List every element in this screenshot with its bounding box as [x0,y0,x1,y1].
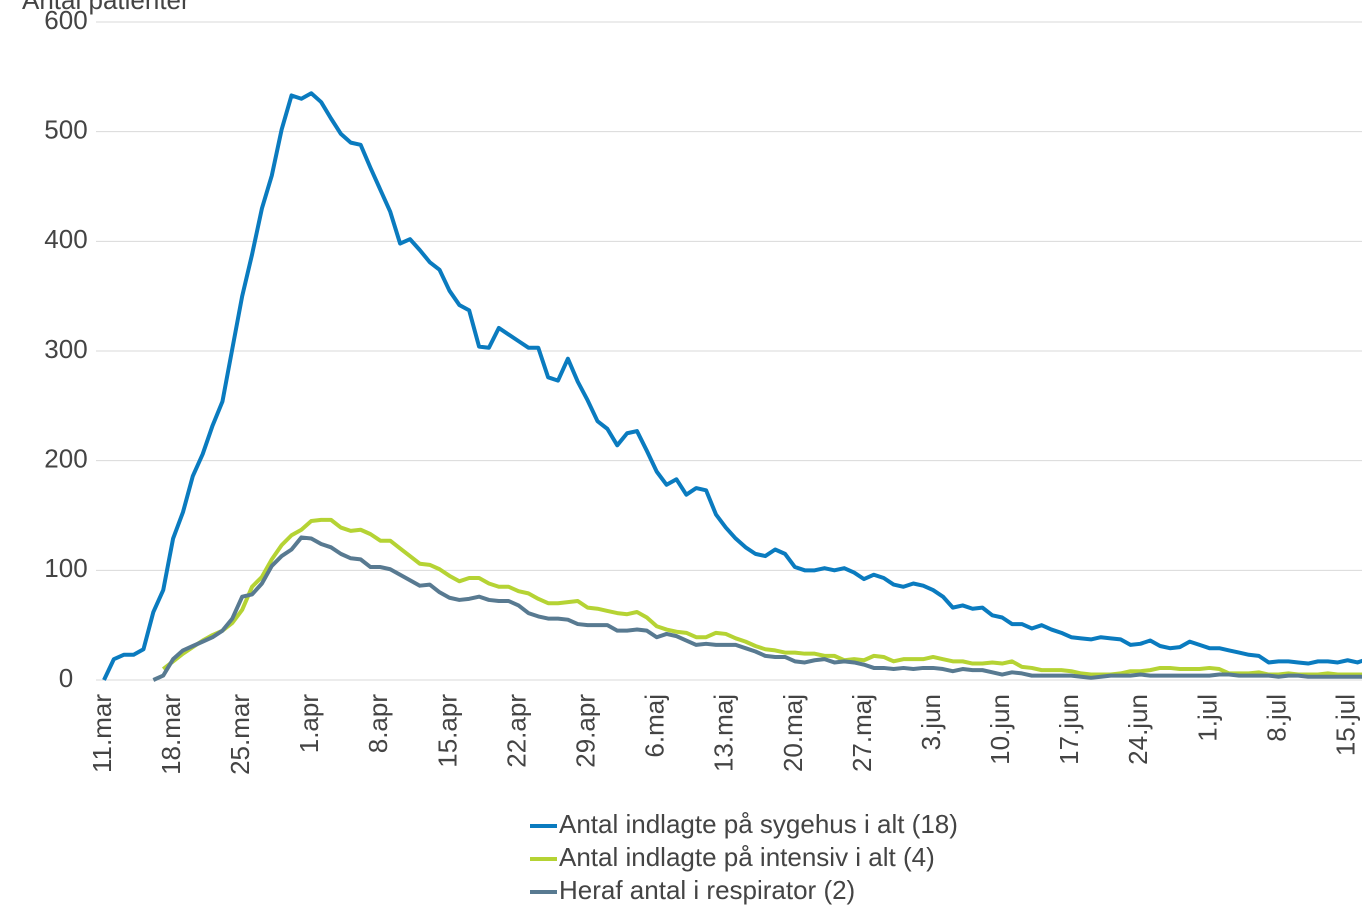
x-tick-label: 3.jun [916,694,946,750]
x-tick-label: 24.jun [1123,694,1153,765]
x-tick-label: 27.maj [847,694,877,772]
legend-label: Antal indlagte på sygehus i alt (18) [559,809,958,839]
series-line [161,517,1362,677]
x-tick-label: 1.jul [1192,694,1222,742]
x-tick-label: 15.apr [432,694,462,768]
series-line [152,535,1362,682]
x-tick-label: 6.maj [640,694,670,758]
x-tick-label: 20.maj [778,694,808,772]
series-line [102,91,1362,681]
x-tick-label: 25.mar [225,694,255,775]
x-tick-label: 15.jul [1330,694,1360,756]
y-axis-label: Antal patienter [22,0,190,15]
y-tick-label: 600 [44,5,87,35]
y-tick-label: 100 [44,553,87,583]
x-tick-label: 17.jun [1054,694,1084,765]
y-tick-label: 0 [59,663,73,693]
x-tick-label: 8.jul [1261,694,1291,742]
x-tick-label: 11.mar [87,694,117,773]
x-tick-label: 13.maj [709,694,739,772]
y-tick-label: 300 [44,334,87,364]
x-tick-label: 1.apr [294,694,324,754]
x-tick-label: 10.jun [985,694,1015,765]
legend-label: Antal indlagte på intensiv i alt (4) [559,842,935,872]
y-tick-label: 500 [44,115,87,145]
y-tick-label: 200 [44,444,87,474]
legend-label: Heraf antal i respirator (2) [559,875,855,905]
y-tick-label: 400 [44,224,87,254]
x-tick-label: 8.apr [363,694,393,754]
x-tick-label: 18.mar [156,694,186,775]
x-tick-label: 29.apr [571,694,601,768]
x-tick-label: 22.apr [501,694,531,768]
